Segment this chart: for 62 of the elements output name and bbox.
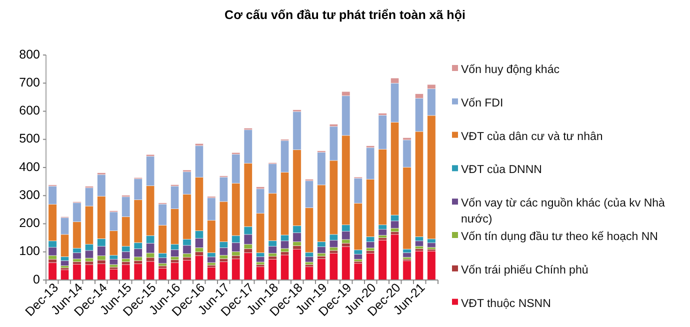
bar: [304, 256, 314, 262]
bar: [158, 268, 167, 280]
bar: [354, 263, 362, 280]
bar: [109, 269, 118, 280]
legend-label: Vốn trái phiếu Chính phủ: [461, 264, 588, 276]
bar: [60, 270, 70, 280]
bar: [97, 264, 106, 280]
bar: [366, 253, 375, 280]
bar: [72, 252, 82, 260]
bar: [207, 267, 216, 280]
bar: [292, 249, 302, 280]
bar: [402, 260, 412, 280]
bar: [317, 258, 326, 280]
bar: [354, 254, 362, 260]
bar: [134, 264, 142, 280]
bar: [329, 253, 338, 280]
bar: [232, 258, 240, 280]
bar: [342, 246, 350, 280]
bar: [244, 252, 252, 280]
bar: [280, 254, 290, 280]
bar: [268, 259, 277, 280]
legend-label: Vốn huy động khác: [461, 64, 560, 76]
legend-label: VĐT của DNNN: [461, 164, 542, 176]
bar: [109, 259, 118, 265]
y-tick-label: 800: [19, 47, 40, 62]
y-tick-label: 500: [19, 132, 40, 146]
bar: [378, 229, 387, 236]
y-tick-label: 0: [33, 272, 40, 286]
y-tick-label: 600: [19, 104, 40, 118]
bar: [72, 264, 82, 280]
bar: [84, 264, 94, 280]
bar: [414, 240, 424, 246]
bar: [170, 262, 180, 280]
bar: [256, 266, 265, 280]
bar: [378, 240, 387, 280]
y-tick-label: 400: [19, 160, 40, 174]
bar: [48, 262, 57, 280]
legend-label: Vốn vay từ các nguồn khác (của kv Nhà nước): [461, 198, 666, 226]
legend-label: Vốn tín dụng đầu tư theo kế hoạch NN: [461, 231, 658, 244]
bar: [60, 260, 70, 266]
bar: [390, 234, 400, 280]
bar: [427, 242, 436, 248]
y-tick-label: 200: [19, 216, 40, 230]
bar: [158, 258, 167, 264]
bar: [122, 264, 130, 280]
bar: [219, 262, 228, 280]
chart-title: Cơ cấu vốn đầu tư phát triển toàn xã hội: [224, 8, 466, 22]
y-tick-label: 100: [19, 244, 40, 258]
y-tick-label: 300: [19, 188, 40, 202]
bar: [194, 255, 204, 280]
legend-label: VĐT thuộc NSNN: [461, 298, 551, 310]
bar: [207, 256, 216, 263]
y-tick-label: 700: [19, 75, 40, 90]
legend-label: VĐT của dân cư và tư nhân: [461, 130, 603, 143]
bar: [402, 252, 412, 258]
bar: [304, 266, 314, 280]
bar: [414, 250, 424, 280]
bar: [427, 250, 436, 280]
bar: [146, 261, 155, 280]
bar: [256, 256, 265, 262]
legend-label: Vốn FDI: [461, 97, 504, 110]
bar: [182, 260, 192, 280]
